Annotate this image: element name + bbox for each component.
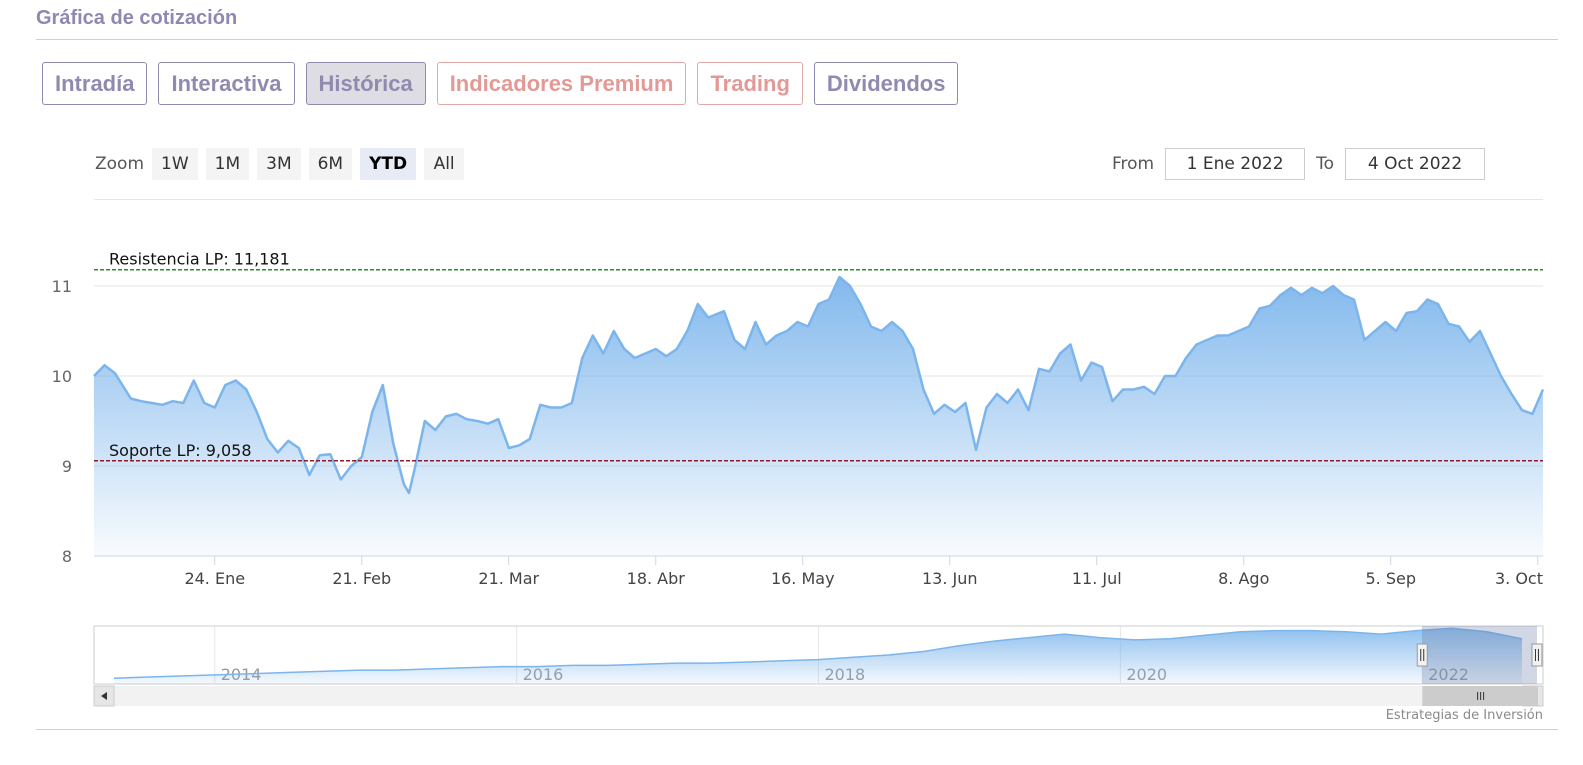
zoom-ytd-button[interactable]: YTD [360, 148, 417, 180]
tab-trading[interactable]: Trading [697, 62, 803, 105]
tab-historica[interactable]: Histórica [305, 62, 426, 105]
price-line [93, 275, 1545, 495]
chart-tabs: Intradía Interactiva Histórica Indicador… [42, 62, 959, 105]
y-tick-label: 8 [62, 547, 72, 566]
navigator[interactable]: 20142016201820202022 [93, 625, 1544, 685]
x-tick-label: 24. Ene [184, 569, 245, 588]
x-tick-label: 5. Sep [1365, 569, 1416, 588]
reference-line-label: Resistencia LP: 11,181 [109, 250, 290, 269]
price-area [94, 277, 1543, 556]
scrollbar-track[interactable] [94, 686, 1543, 706]
zoom-1m-button[interactable]: 1M [205, 148, 250, 180]
reference-line-label: Soporte LP: 9,058 [109, 441, 252, 460]
zoom-1w-button[interactable]: 1W [152, 148, 198, 180]
from-label: From [1111, 154, 1155, 174]
zoom-all-button[interactable]: All [424, 148, 465, 180]
reference-lines: Resistencia LP: 11,181 Soporte LP: 9,058 [94, 250, 1543, 462]
y-tick-label: 11 [52, 277, 72, 296]
x-axis: 24. Ene 21. Feb 21. Mar 18. Abr 16. May 13. J… [94, 555, 1543, 588]
title-divider [36, 39, 1558, 40]
zoom-6m-button[interactable]: 6M [308, 148, 353, 180]
x-tick-label: 16. May [771, 569, 835, 588]
zoom-label: Zoom [95, 154, 145, 174]
page-title: Gráfica de cotización [36, 7, 238, 29]
x-tick-label: 8. Ago [1218, 569, 1269, 588]
zoom-selector: Zoom 1W 1M 3M 6M YTD All [95, 148, 472, 180]
y-axis-labels: 8 9 10 11 [52, 277, 72, 566]
navigator-left-handle[interactable] [1416, 643, 1428, 667]
toolbar-divider [94, 199, 1543, 200]
to-date-input[interactable]: 4 Oct 2022 [1345, 148, 1485, 180]
tab-intradia[interactable]: Intradía [42, 62, 148, 105]
x-tick-label: 11. Jul [1072, 569, 1122, 588]
navigator-area [114, 628, 1522, 684]
x-tick-label: 21. Mar [478, 569, 539, 588]
chart-credit: Estrategias de Inversión [1385, 708, 1543, 723]
bottom-divider [36, 729, 1558, 730]
y-tick-label: 10 [52, 367, 72, 386]
tab-interactiva[interactable]: Interactiva [158, 62, 295, 105]
tab-dividendos[interactable]: Dividendos [813, 62, 959, 105]
navigator-line [113, 627, 1523, 679]
x-tick-label: 21. Feb [332, 569, 391, 588]
zoom-3m-button[interactable]: 3M [257, 148, 301, 180]
x-tick-label: 13. Jun [922, 569, 978, 588]
arrow-left-icon [101, 692, 107, 700]
date-range: From 1 Ene 2022 To 4 Oct 2022 [1101, 148, 1485, 180]
x-tick-label: 18. Abr [627, 569, 686, 588]
y-tick-label: 9 [62, 457, 72, 476]
scrollbar[interactable] [93, 685, 1544, 707]
navigator-selection[interactable] [1422, 626, 1537, 684]
x-tick-label: 3. Oct [1495, 569, 1543, 588]
navigator-right-handle[interactable] [1531, 643, 1543, 667]
from-date-input[interactable]: 1 Ene 2022 [1165, 148, 1306, 180]
tab-indicadores-premium[interactable]: Indicadores Premium [436, 62, 687, 105]
to-label: To [1316, 154, 1334, 174]
